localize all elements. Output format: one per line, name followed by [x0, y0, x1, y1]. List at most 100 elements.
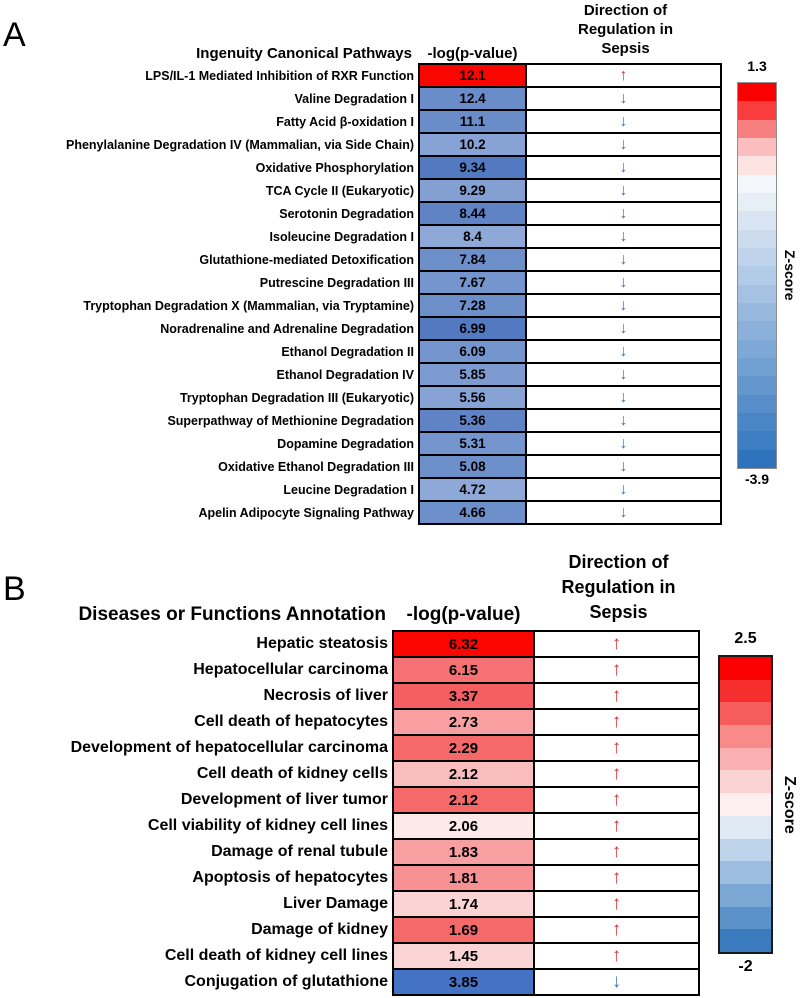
up-arrow-icon: ↑ [611, 633, 622, 654]
colorbar-step [720, 793, 771, 816]
pathway-label: Phenylalanine Degradation IV (Mammalian,… [65, 137, 414, 152]
down-arrow-icon: ↓ [619, 411, 628, 429]
table-row: Serotonin Degradation 8.44 ↓ [0, 201, 722, 226]
up-arrow-icon: ↑ [611, 841, 622, 862]
zscore-axis-label-a: Z-score [782, 250, 798, 301]
pathway-column-header: Ingenuity Canonical Pathways [196, 45, 412, 62]
table-row: TCA Cycle II (Eukaryotic) 9.29 ↓ [0, 178, 722, 203]
pathway-label: Noradrenaline and Adrenaline Degradation [160, 321, 414, 336]
pvalue-cell: 4.66 [418, 500, 527, 525]
direction-cell: ↓ [525, 477, 722, 502]
pvalue-cell: 7.84 [418, 247, 527, 272]
direction-cell: ↓ [525, 500, 722, 525]
direction-cell: ↓ [525, 109, 722, 134]
pvalue-cell: 4.72 [418, 477, 527, 502]
annotation-label: Liver Damage [283, 895, 388, 912]
pathway-label: Apelin Adipocyte Signaling Pathway [198, 505, 414, 520]
colorbar-step [738, 321, 776, 340]
table-row: Conjugation of glutathione 3.85 ↓ [0, 968, 700, 996]
direction-cell: ↑ [533, 916, 700, 944]
direction-cell: ↑ [533, 838, 700, 866]
pathway-label: Putrescine Degradation III [259, 275, 414, 290]
table-row: Dopamine Degradation 5.31 ↓ [0, 431, 722, 456]
direction-cell: ↓ [525, 201, 722, 226]
pvalue-cell: 8.44 [418, 201, 527, 226]
direction-cell: ↓ [525, 293, 722, 318]
colorbar-step [738, 394, 776, 413]
table-row: Valine Degradation I 12.4 ↓ [0, 86, 722, 111]
pvalue-cell: 12.1 [418, 63, 527, 88]
direction-cell: ↓ [525, 316, 722, 341]
down-arrow-icon: ↓ [619, 365, 628, 383]
colorbar-step [720, 883, 771, 907]
down-arrow-icon: ↓ [619, 388, 628, 406]
colorbar-step [738, 192, 776, 212]
pvalue-cell: 1.83 [392, 838, 535, 866]
table-row: Isoleucine Degradation I 8.4 ↓ [0, 224, 722, 249]
table-row: LPS/IL-1 Mediated Inhibition of RXR Func… [0, 63, 722, 88]
table-row: Tryptophan Degradation X (Mammalian, via… [0, 293, 722, 318]
colorbar-step [738, 119, 776, 138]
up-arrow-icon: ↑ [611, 815, 622, 836]
zscore-axis-label-b: Z-score [781, 775, 798, 834]
pathway-label: Dopamine Degradation [277, 436, 414, 451]
annotation-label: Hepatocellular carcinoma [193, 661, 388, 678]
table-row: Oxidative Phosphorylation 9.34 ↓ [0, 155, 722, 180]
zscore-colorbar-b [718, 655, 773, 954]
direction-cell: ↓ [525, 339, 722, 364]
pvalue-cell: 3.85 [392, 968, 535, 996]
direction-cell: ↑ [533, 682, 700, 710]
colorbar-b-max-label: 2.5 [734, 630, 757, 647]
pvalue-cell: 10.2 [418, 132, 527, 157]
colorbar-a-min-label: -3.9 [744, 471, 770, 487]
pathway-label: Isoleucine Degradation I [269, 229, 414, 244]
colorbar-b-min-label: -2 [738, 958, 753, 975]
table-row: Putrescine Degradation III 7.67 ↓ [0, 270, 722, 295]
direction-cell: ↑ [533, 708, 700, 736]
direction-cell: ↑ [533, 630, 700, 658]
pvalue-cell: 2.06 [392, 812, 535, 840]
direction-cell: ↓ [525, 86, 722, 111]
annotation-label: Hepatic steatosis [256, 635, 388, 652]
colorbar-step [720, 679, 771, 703]
pvalue-cell: 2.12 [392, 786, 535, 814]
pvalue-cell: 1.81 [392, 864, 535, 892]
up-arrow-icon: ↑ [611, 919, 622, 940]
colorbar-step [738, 376, 776, 395]
colorbar-step [720, 770, 771, 794]
direction-cell: ↑ [533, 786, 700, 814]
annotation-label: Development of liver tumor [180, 791, 388, 808]
up-arrow-icon: ↑ [611, 737, 622, 758]
annotation-label: Damage of kidney [251, 921, 388, 938]
down-arrow-icon: ↓ [619, 158, 628, 176]
table-row: Noradrenaline and Adrenaline Degradation… [0, 316, 722, 341]
colorbar-a-max-label: 1.3 [747, 58, 767, 74]
pvalue-cell: 2.29 [392, 734, 535, 762]
down-arrow-icon: ↓ [619, 112, 628, 130]
colorbar-step [738, 156, 776, 175]
table-row: Damage of kidney 1.69 ↑ [0, 916, 700, 944]
direction-cell: ↓ [525, 178, 722, 203]
up-arrow-icon: ↑ [611, 685, 622, 706]
direction-cell: ↓ [525, 132, 722, 157]
colorbar-step [738, 247, 776, 267]
up-arrow-icon: ↑ [619, 66, 628, 84]
pvalue-cell: 6.32 [392, 630, 535, 658]
direction-cell: ↓ [525, 385, 722, 410]
down-arrow-icon: ↓ [619, 273, 628, 291]
table-row: Development of hepatocellular carcinoma … [0, 734, 700, 762]
down-arrow-icon: ↓ [619, 250, 628, 268]
table-row: Ethanol Degradation II 6.09 ↓ [0, 339, 722, 364]
table-row: Cell death of kidney cell lines 1.45 ↑ [0, 942, 700, 970]
pvalue-cell: 1.74 [392, 890, 535, 918]
colorbar-step [720, 838, 771, 862]
pvalue-cell: 5.36 [418, 408, 527, 433]
column-headers-b: Diseases or Functions Annotation -log(p-… [0, 600, 535, 626]
pvalue-cell: 2.73 [392, 708, 535, 736]
table-row: Cell death of hepatocytes 2.73 ↑ [0, 708, 700, 736]
colorbar-step [720, 815, 771, 839]
pvalue-cell: 6.09 [418, 339, 527, 364]
pvalue-cell: 1.69 [392, 916, 535, 944]
colorbar-step [738, 449, 776, 468]
pvalue-cell: 5.56 [418, 385, 527, 410]
